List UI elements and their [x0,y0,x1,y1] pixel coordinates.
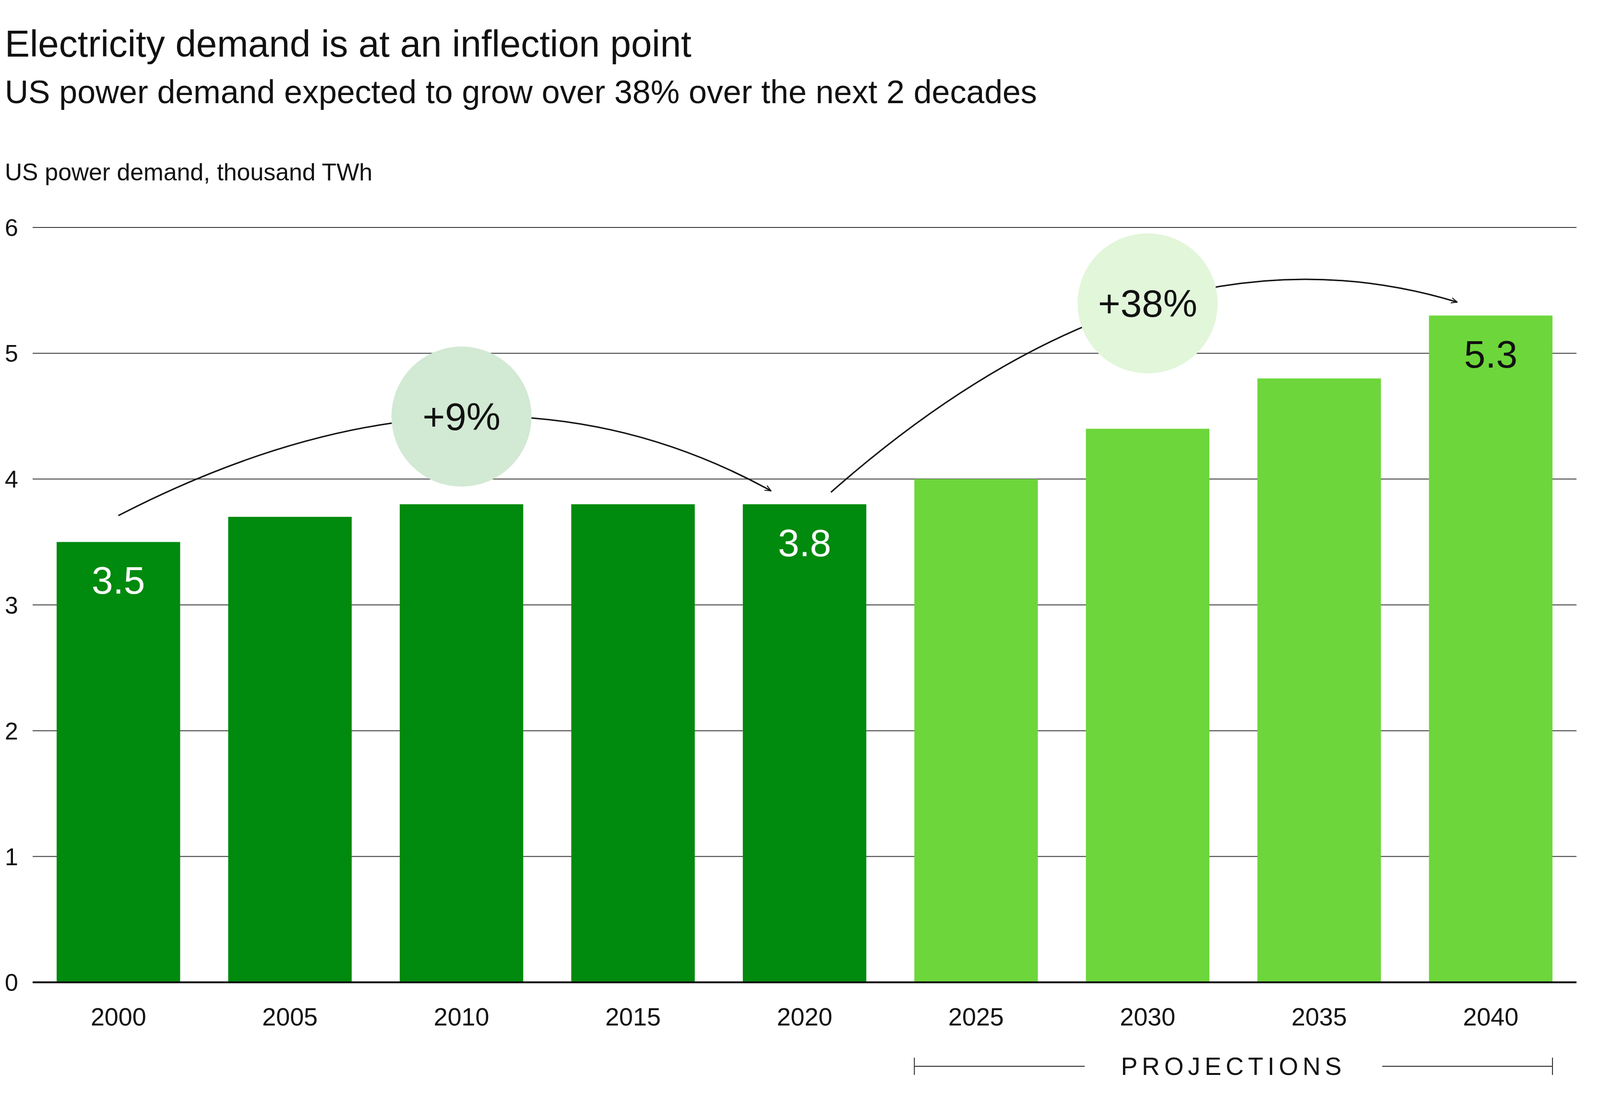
bar [742,504,867,983]
grid-line [32,352,1577,354]
y-tick-label: 1 [4,843,19,871]
annotation-bubble [391,346,532,487]
x-tick-label: 2030 [1120,1002,1176,1031]
bar [56,541,180,983]
y-tick-label: 2 [4,717,19,745]
x-tick-label: 2035 [1291,1002,1348,1031]
x-tick-label: 2020 [776,1002,833,1031]
grid-line [32,226,1577,228]
x-tick-label: 2010 [433,1002,490,1031]
annotation-bubble [1077,233,1218,374]
annotation-text: +9% [422,395,501,439]
y-tick-label: 4 [4,465,19,493]
bar [914,478,1038,983]
projections-label: PROJECTIONS [1121,1052,1347,1081]
x-axis-line [32,981,1577,984]
chart: Electricity demand is at an inflection p… [0,0,1600,1109]
bracket-line [1382,1065,1553,1067]
bar [227,516,352,983]
x-tick-label: 2000 [90,1002,147,1031]
y-tick-label: 6 [4,214,19,242]
bracket-line [914,1065,1085,1067]
data-label: 3.5 [91,559,145,602]
annotation-text: +38% [1098,282,1198,325]
annotation-arrow [831,279,1458,493]
data-label: 3.8 [777,521,832,565]
title: Electricity demand is at an inflection p… [4,22,692,65]
y-tick-label: 5 [4,340,19,368]
x-tick-label: 2025 [948,1002,1004,1031]
y-tick-label: 3 [4,592,19,620]
data-label: 5.3 [1464,333,1518,376]
x-tick-label: 2005 [262,1002,318,1031]
x-tick-label: 2015 [605,1002,661,1031]
x-tick-label: 2040 [1462,1002,1519,1031]
bar [571,504,695,983]
y-tick-label: 0 [4,969,19,997]
bar [1086,428,1210,983]
chart-root: Electricity demand is at an inflection p… [0,0,1600,1109]
y-axis-label: US power demand, thousand TWh [4,158,373,186]
bar [1429,315,1553,983]
subtitle: US power demand expected to grow over 38… [4,73,1038,110]
bar [399,504,524,983]
bar [1257,378,1381,983]
bars [56,315,1553,983]
bracket-end [1552,1057,1553,1075]
bracket-end [913,1057,915,1075]
